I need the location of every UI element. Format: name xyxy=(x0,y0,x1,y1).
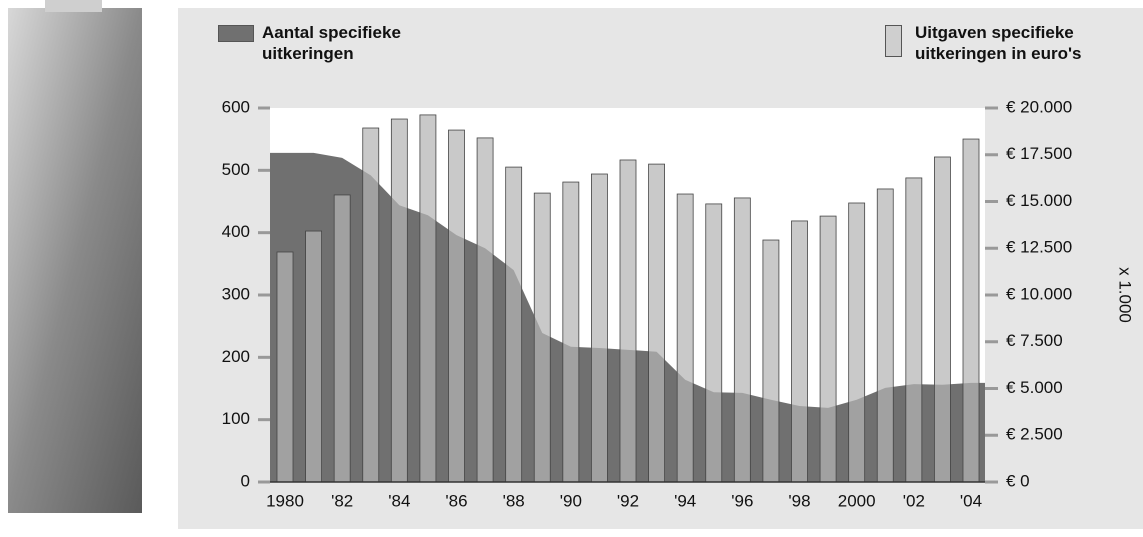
x-tick-label: 1980 xyxy=(266,491,304,510)
bar xyxy=(677,194,693,482)
legend-swatch xyxy=(218,25,254,42)
y2-tick-label: € 10.000 xyxy=(1006,284,1072,303)
legend-swatch xyxy=(885,25,902,57)
y2-tick-label: € 0 xyxy=(1006,471,1030,490)
y-tick-label: 300 xyxy=(222,284,250,303)
y2-tick-label: € 2.500 xyxy=(1006,425,1063,444)
x-tick-label: '94 xyxy=(674,491,696,510)
x-tick-label: '84 xyxy=(388,491,410,510)
bar xyxy=(792,221,808,482)
y2-tick-label: € 5.000 xyxy=(1006,378,1063,397)
legend-item: Uitgaven specifieke uitkeringen in euro'… xyxy=(885,22,1143,64)
legend-item: Aantal specifieke uitkeringen xyxy=(218,22,462,64)
page: x 1.000 0 100 200 300 400 500 600 € 0 € 2.500 € 5… xyxy=(0,0,1143,537)
photo xyxy=(8,8,142,513)
x-tick-label: '86 xyxy=(445,491,467,510)
bar xyxy=(449,130,465,482)
bar xyxy=(277,252,293,482)
x-tick-label: '92 xyxy=(617,491,639,510)
photo-tab xyxy=(45,0,102,12)
bar xyxy=(706,204,722,482)
bar xyxy=(906,178,922,482)
y-tick-label: 0 xyxy=(241,471,250,490)
bar xyxy=(334,195,350,482)
bar xyxy=(649,164,665,482)
y2-tick-label: € 7.500 xyxy=(1006,331,1063,350)
bar xyxy=(591,174,607,482)
y2-tick-label: € 15.000 xyxy=(1006,191,1072,210)
bar xyxy=(620,160,636,482)
x-tick-label: '88 xyxy=(503,491,525,510)
bar xyxy=(877,189,893,482)
y2-tick-label: € 17.500 xyxy=(1006,144,1072,163)
bar xyxy=(534,193,550,482)
bar xyxy=(563,182,579,482)
bar xyxy=(820,216,836,482)
y2-tick-label: € 12.500 xyxy=(1006,238,1072,257)
bar xyxy=(849,203,865,482)
y-tick-label: 100 xyxy=(222,409,250,428)
x-tick-label: '02 xyxy=(903,491,925,510)
bar xyxy=(506,167,522,482)
bar xyxy=(477,138,493,482)
bar xyxy=(420,115,436,482)
x-tick-label: '98 xyxy=(788,491,810,510)
y-tick-label: 400 xyxy=(222,222,250,241)
bar xyxy=(363,128,379,482)
x-tick-label: 2000 xyxy=(838,491,876,510)
x-tick-label: '04 xyxy=(960,491,982,510)
bar xyxy=(391,119,407,482)
legend-label: Uitgaven specifieke uitkeringen in euro'… xyxy=(915,22,1143,64)
bar xyxy=(306,231,322,482)
y-tick-label: 600 xyxy=(222,97,250,116)
y-tick-label: 200 xyxy=(222,347,250,366)
y2-axis-label: x 1.000 xyxy=(1116,267,1135,323)
bar xyxy=(934,157,950,482)
y-tick-label: 500 xyxy=(222,160,250,179)
chart: x 1.000 0 100 200 300 400 500 600 € 0 € 2.500 € 5… xyxy=(0,0,1143,537)
y2-tick-label: € 20.000 xyxy=(1006,97,1072,116)
bar xyxy=(763,240,779,482)
bar xyxy=(963,139,979,482)
x-tick-label: '82 xyxy=(331,491,353,510)
bar xyxy=(734,198,750,482)
x-tick-label: '90 xyxy=(560,491,582,510)
x-tick-label: '96 xyxy=(731,491,753,510)
legend-label: Aantal specifieke uitkeringen xyxy=(262,22,462,64)
